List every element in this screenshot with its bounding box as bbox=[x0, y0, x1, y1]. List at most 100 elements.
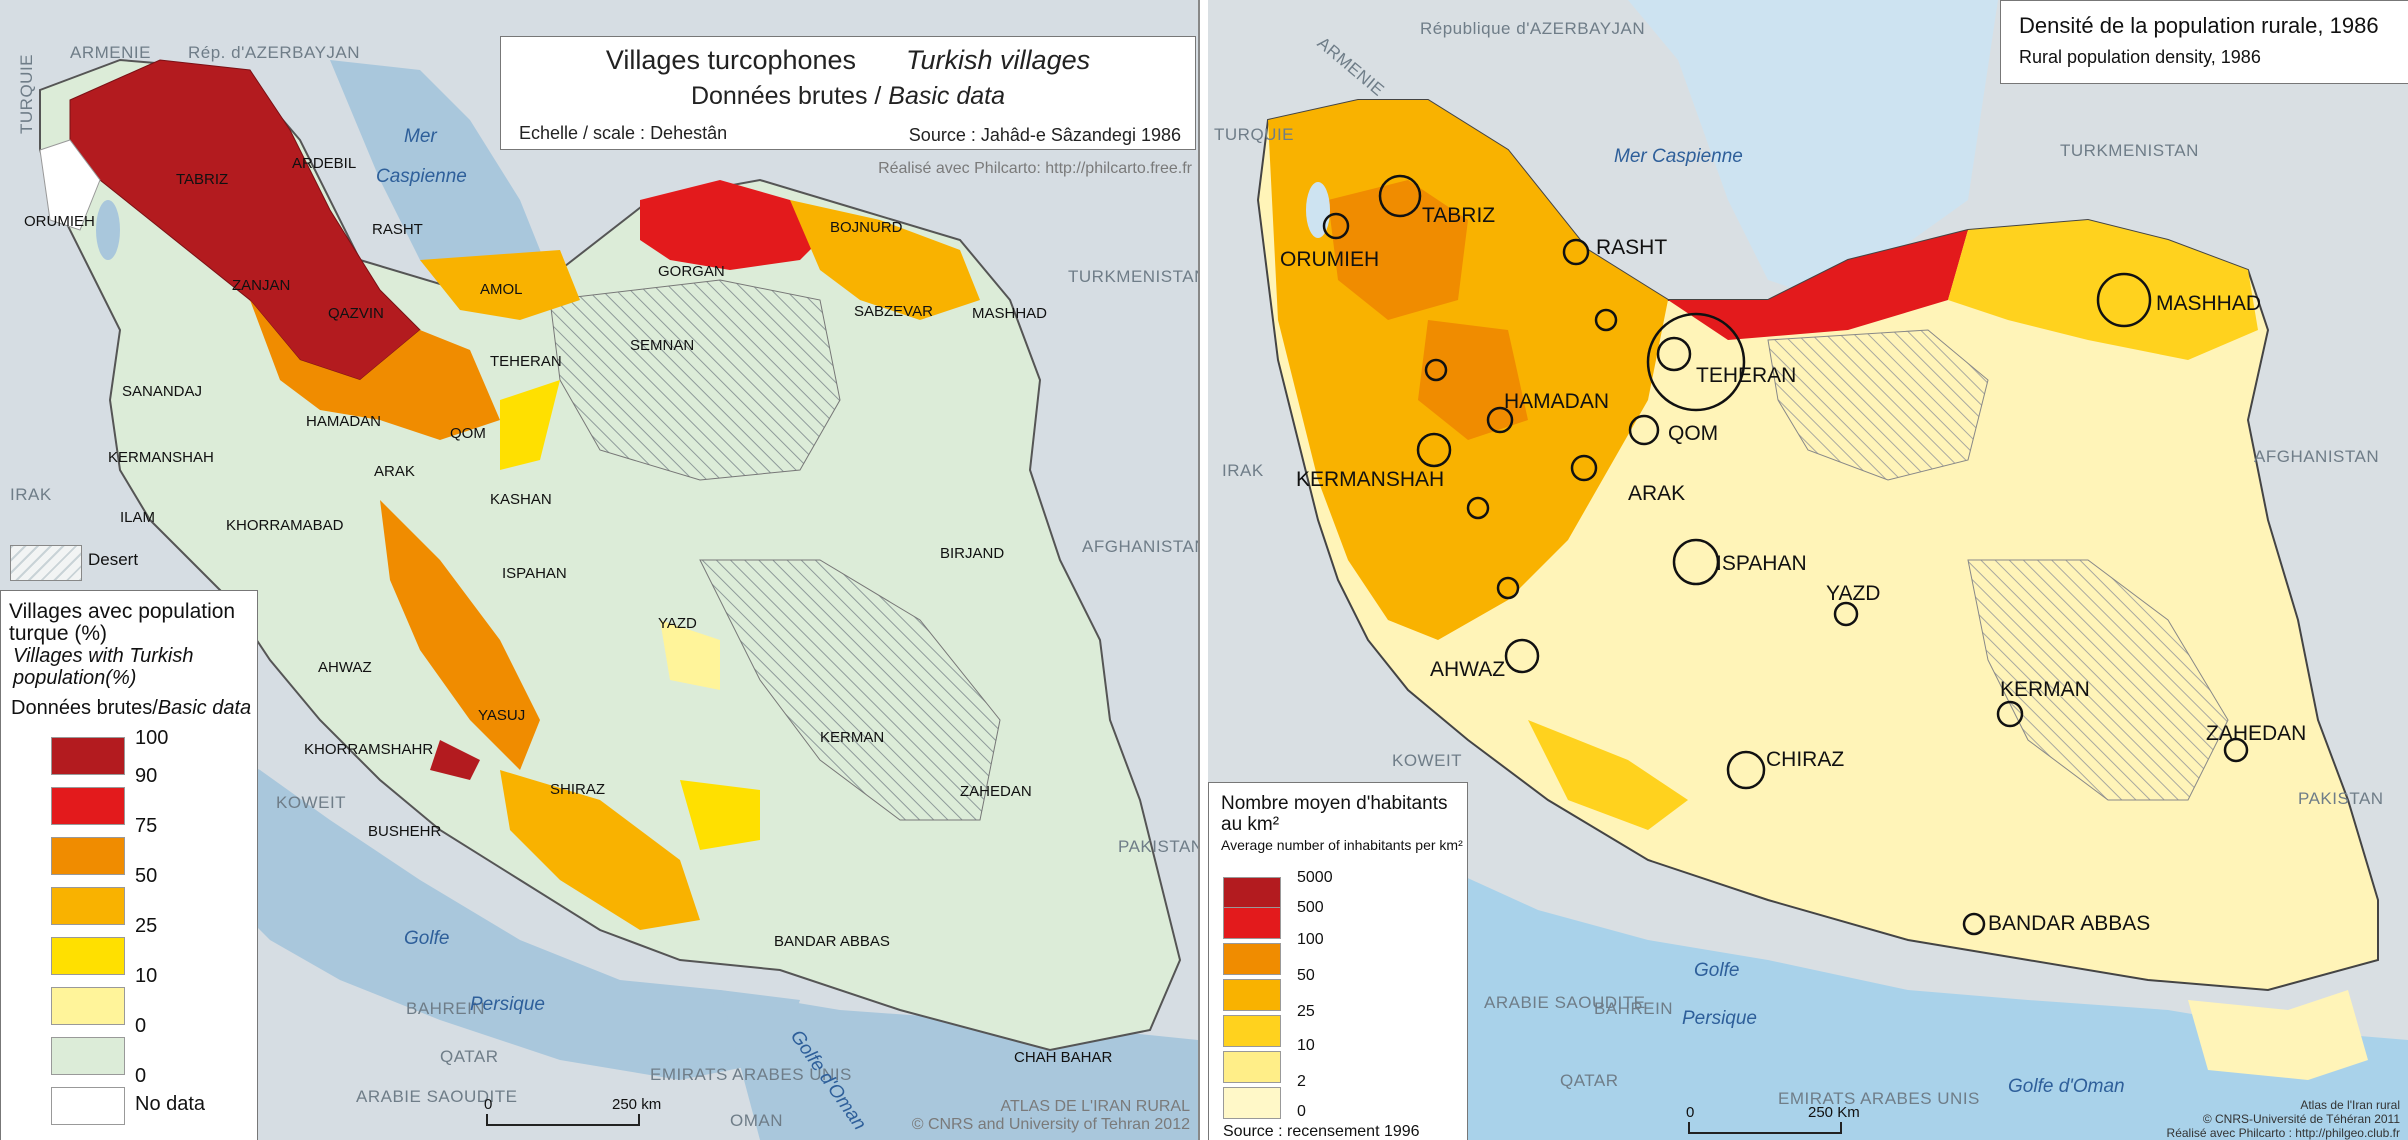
country-label: QATAR bbox=[1560, 1071, 1619, 1090]
legend-label: 25 bbox=[135, 915, 158, 937]
right-legend-source: Source : recensement 1996 bbox=[1223, 1123, 1420, 1140]
left-scale-text: 250 km bbox=[612, 1096, 662, 1113]
legend-label: 10 bbox=[135, 965, 158, 987]
right-title-box: Densité de la population rurale, 1986 Ru… bbox=[2000, 0, 2408, 84]
city-label: QOM bbox=[450, 425, 486, 442]
right-title-fr: Densité de la population rurale, 1986 bbox=[2019, 13, 2379, 38]
legend-label: 50 bbox=[1297, 967, 1315, 984]
sea-label: Golfe bbox=[404, 928, 449, 949]
sea-label: Mer bbox=[404, 126, 437, 147]
legend-label: 25 bbox=[1297, 1003, 1315, 1020]
city-label: QOM bbox=[1668, 422, 1718, 445]
caspian-sea bbox=[1358, 0, 1998, 300]
city-label: SABZEVAR bbox=[854, 303, 933, 320]
city-label: ZAHEDAN bbox=[960, 783, 1032, 800]
country-label: EMIRATS ARABES UNIS bbox=[1778, 1089, 1980, 1108]
left-legend: Villages avec population turque (%) Vill… bbox=[0, 590, 258, 1140]
sea-label: Golfe d'Oman bbox=[2008, 1076, 2125, 1097]
legend-swatch bbox=[51, 1087, 125, 1125]
country-label: OMAN bbox=[730, 1111, 783, 1130]
city-label: RASHT bbox=[372, 221, 423, 238]
legend-swatch bbox=[1223, 943, 1281, 975]
city-label: MASHHAD bbox=[2156, 292, 2261, 315]
left-made-with: Réalisé avec Philcarto: http://philcarto… bbox=[878, 160, 1192, 177]
country-label: BAHREIN bbox=[406, 999, 485, 1018]
city-label: ISPAHAN bbox=[1716, 552, 1807, 575]
legend-label: 10 bbox=[1297, 1037, 1315, 1054]
country-label: ARABIE SAOUDITE bbox=[356, 1087, 517, 1106]
city-label: ARAK bbox=[1628, 482, 1685, 505]
region-10pct-yazd bbox=[660, 620, 720, 690]
density-500-caspian bbox=[1668, 230, 1968, 340]
city-label: TABRIZ bbox=[1422, 204, 1495, 227]
legend-data-fr: Données brutes/ bbox=[11, 697, 158, 719]
city-label: TEHERAN bbox=[490, 353, 562, 370]
city-label: QAZVIN bbox=[328, 305, 384, 322]
city-label: AHWAZ bbox=[318, 659, 372, 676]
city-label: HAMADAN bbox=[306, 413, 381, 430]
city-label: BANDAR ABBAS bbox=[1988, 912, 2150, 935]
city-label: BANDAR ABBAS bbox=[774, 933, 890, 950]
city-label: SANANDAJ bbox=[122, 383, 202, 400]
region-25pct-qom bbox=[500, 380, 560, 470]
desert-swatch bbox=[10, 545, 82, 581]
left-title-box: Villages turcophones Turkish villages Don… bbox=[500, 36, 1196, 150]
legend-swatch bbox=[1223, 907, 1281, 939]
legend-label: 2 bbox=[1297, 1073, 1306, 1090]
legend-label: 5000 bbox=[1297, 869, 1333, 886]
right-legend: Nombre moyen d'habitants au km² Average … bbox=[1208, 782, 1468, 1140]
sea-label: Persique bbox=[470, 994, 545, 1015]
country-label: BAHREIN bbox=[1594, 999, 1673, 1018]
legend-label: 0 bbox=[135, 1015, 147, 1037]
region-50pct-khorasan bbox=[790, 200, 980, 320]
city-label: AMOL bbox=[480, 281, 523, 298]
desert-lut bbox=[1967, 559, 2229, 801]
city-label: ORUMIEH bbox=[1280, 248, 1379, 271]
country-label: TURKMENISTAN bbox=[1068, 267, 1198, 286]
legend-title-en: Average number of inhabitants per km² bbox=[1221, 837, 1463, 853]
legend-label: 500 bbox=[1297, 899, 1324, 916]
legend-label-nodata: No data bbox=[135, 1093, 206, 1115]
city-label: GORGAN bbox=[658, 263, 725, 280]
city-label: TEHERAN bbox=[1696, 364, 1796, 387]
legend-swatch bbox=[51, 937, 125, 975]
sea-label: Caspienne bbox=[376, 166, 467, 187]
city-label: KERMANSHAH bbox=[108, 449, 214, 466]
legend-label: 100 bbox=[1297, 931, 1324, 948]
left-map-panel: ARMENIE Rép. d'AZERBAYJAN TURQUIE TURKME… bbox=[0, 0, 1200, 1140]
desert-kavir bbox=[549, 279, 841, 481]
left-source: Source : Jahâd-e Sâzandegi 1986 bbox=[908, 125, 1181, 145]
legend-swatch bbox=[1223, 877, 1281, 909]
city-label: ZANJAN bbox=[232, 277, 290, 294]
city-label: AHWAZ bbox=[1430, 658, 1505, 681]
density-25-khorasan bbox=[1948, 220, 2258, 360]
sea-label: Mer Caspienne bbox=[1614, 146, 1743, 167]
left-scale-bar bbox=[486, 1114, 640, 1126]
city-label: YASUJ bbox=[478, 707, 525, 724]
city-label: KERMANSHAH bbox=[1296, 468, 1444, 491]
sea-label: Persique bbox=[1682, 1008, 1757, 1029]
legend-swatch bbox=[1223, 1051, 1281, 1083]
right-scale-bar bbox=[1688, 1122, 1842, 1134]
right-credit-1: Atlas de l'Iran rural bbox=[2300, 1098, 2400, 1112]
city-label: SHIRAZ bbox=[550, 781, 605, 798]
desert-kavir bbox=[1767, 329, 1989, 481]
city-label: ZAHEDAN bbox=[2206, 722, 2306, 745]
country-label: PAKISTAN bbox=[2298, 789, 2384, 808]
country-label: KOWEIT bbox=[276, 793, 346, 812]
left-copyright: © CNRS and University of Tehran 2012 bbox=[911, 1116, 1190, 1133]
legend-swatch bbox=[51, 787, 125, 825]
city-label: RASHT bbox=[1596, 236, 1667, 259]
legend-data-en: Basic data bbox=[157, 697, 252, 719]
desert-label: Desert bbox=[88, 550, 139, 569]
legend-label: 100 bbox=[135, 727, 169, 749]
city-label: YAZD bbox=[658, 615, 697, 632]
legend-title-en: Villages with Turkish population(%) bbox=[13, 645, 194, 689]
country-label: TURQUIE bbox=[1214, 125, 1294, 144]
country-label: AFGHANISTAN bbox=[2254, 447, 2379, 466]
city-label: YAZD bbox=[1826, 582, 1880, 605]
region-100pct-khuzestan bbox=[430, 740, 480, 780]
legend-label: 75 bbox=[135, 815, 158, 837]
city-circles bbox=[1322, 174, 2249, 936]
region-50pct-mazandaran bbox=[420, 250, 580, 320]
